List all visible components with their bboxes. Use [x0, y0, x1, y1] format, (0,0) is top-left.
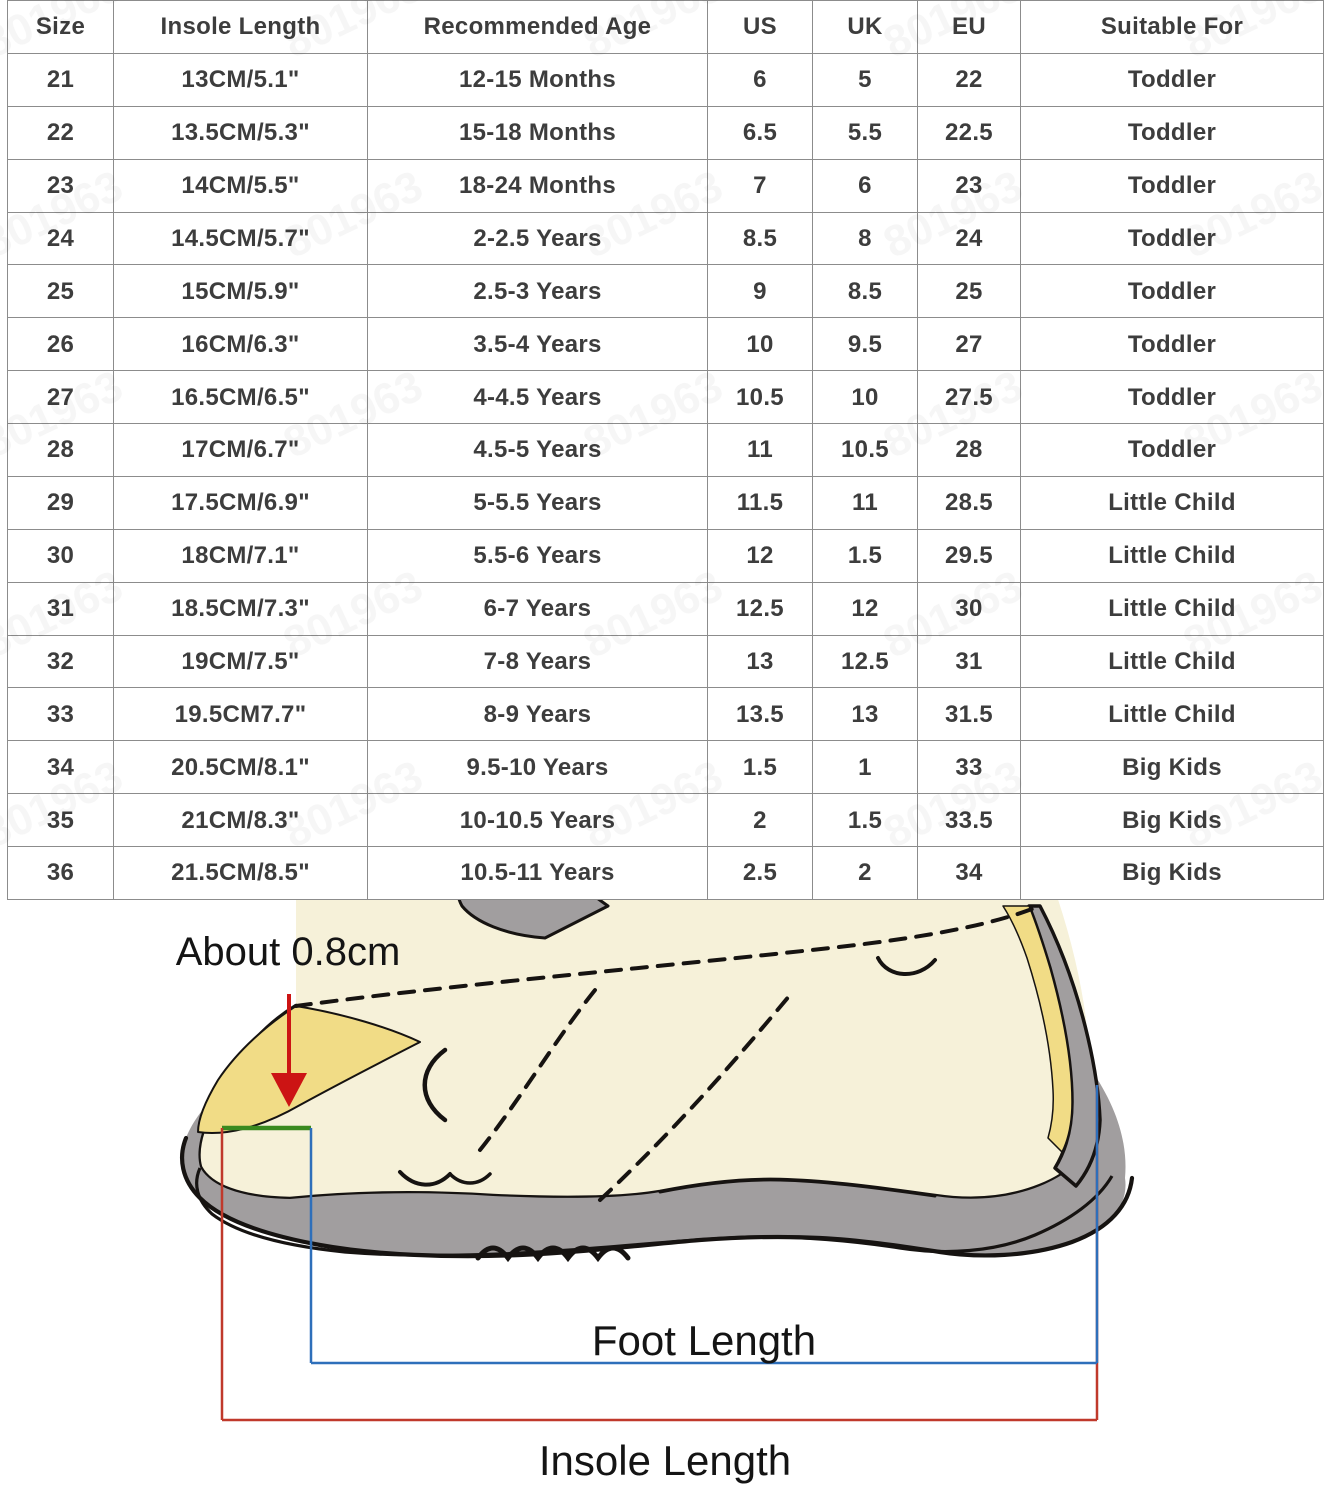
svg-text:Insole Length: Insole Length: [539, 1437, 791, 1484]
svg-text:About 0.8cm: About 0.8cm: [176, 930, 401, 974]
svg-text:Foot Length: Foot Length: [592, 1317, 816, 1364]
